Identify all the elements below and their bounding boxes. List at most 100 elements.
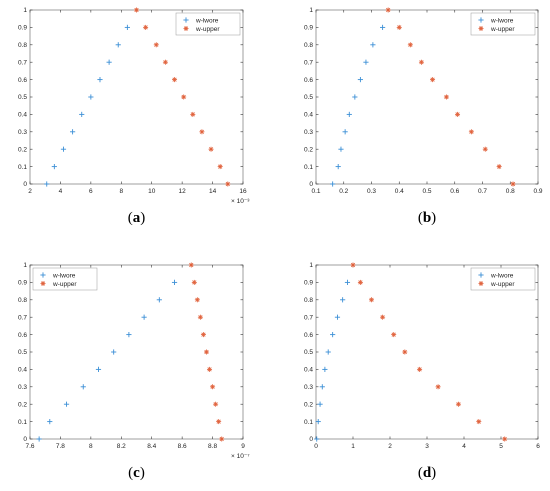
y-tick-label: 0.2: [304, 401, 313, 408]
data-point-upper: [219, 436, 225, 442]
legend-marker-lower: [478, 272, 484, 278]
figure-caption: (c): [128, 465, 145, 481]
data-point-lower: [80, 384, 86, 390]
x-tick-label: 10: [148, 188, 156, 195]
y-tick-label: 1: [309, 262, 313, 269]
x-tick-label: 12: [179, 188, 187, 195]
data-point-lower: [88, 94, 94, 100]
x-tick-label: 2: [28, 188, 32, 195]
data-point-lower: [106, 59, 112, 65]
data-point-lower: [95, 366, 102, 372]
data-point-lower: [352, 94, 358, 100]
legend: w-lwore w-upper: [470, 12, 536, 36]
y-tick-label: 1: [23, 7, 27, 14]
data-point-lower: [44, 181, 50, 187]
legend-marker-lower: [40, 272, 46, 278]
plot-frame: [315, 264, 539, 440]
data-point-lower: [97, 77, 103, 83]
legend-box: [32, 267, 98, 291]
data-point-lower: [330, 181, 336, 187]
x-tick-label: 0.2: [339, 188, 348, 195]
y-tick-label: 0.9: [304, 280, 313, 287]
data-point-upper: [153, 42, 159, 48]
plot-frame: [29, 264, 244, 440]
scatter-plot-a: 00.10.20.30.40.50.60.70.80.912 4 6 8 10 12 14 1…: [18, 7, 250, 205]
data-point-lower: [141, 314, 147, 320]
y-tick-label: 0.6: [304, 332, 313, 339]
figure-caption: (d): [418, 465, 436, 481]
data-point-upper: [496, 164, 502, 170]
legend-marker-upper: [478, 26, 484, 31]
data-point-lower: [36, 436, 42, 442]
data-point-lower: [342, 129, 348, 135]
data-point-upper: [391, 332, 397, 338]
y-tick-label: 0.1: [18, 164, 27, 171]
data-point-upper: [476, 419, 482, 425]
data-point-upper: [455, 111, 461, 117]
data-point-upper: [510, 181, 516, 187]
data-point-lower: [317, 401, 323, 407]
data-point-lower: [357, 77, 363, 83]
y-tick-label: 0.6: [18, 77, 27, 84]
x-tick-label: 8: [89, 443, 93, 450]
x-tick-label: 4: [59, 188, 63, 195]
data-point-upper: [203, 349, 209, 355]
x-tick-label: 8.2: [117, 443, 126, 450]
x-tick-label: 6: [89, 188, 93, 195]
legend: w-lwore w-upper: [470, 267, 536, 291]
data-point-upper: [369, 297, 374, 303]
data-point-lower: [51, 164, 57, 170]
y-tick-label: 0.5: [18, 349, 27, 356]
legend-label: w-upper: [490, 281, 515, 288]
y-tick-label: 0.8: [18, 42, 27, 49]
data-point-upper: [190, 111, 196, 117]
data-point-lower: [124, 24, 130, 30]
x-tick-label: 0: [314, 443, 318, 450]
data-point-lower: [363, 59, 369, 65]
data-point-upper: [430, 77, 436, 83]
y-tick-label: 0.9: [18, 280, 27, 287]
x-tick-label: 3: [425, 443, 429, 450]
data-point-upper: [191, 279, 197, 285]
data-point-lower: [315, 419, 321, 425]
figure-caption: (b): [418, 210, 436, 226]
legend: w-lwore w-upper: [32, 267, 98, 291]
y-tick-label: 0.1: [18, 419, 27, 426]
y-tick-label: 0.6: [18, 332, 27, 339]
x-exponent-label: × 10⁻³: [231, 198, 250, 205]
y-tick-label: 1: [309, 7, 313, 14]
x-tick-label: 1: [351, 443, 355, 450]
data-point-lower: [344, 279, 351, 285]
x-tick-label: 8.4: [147, 443, 156, 450]
data-point-upper: [418, 59, 424, 65]
y-tick-label: 0.5: [304, 349, 313, 356]
data-point-upper: [181, 94, 187, 100]
y-tick-label: 0.8: [18, 297, 27, 304]
data-point-upper: [217, 164, 223, 170]
y-tick-label: 0.4: [304, 367, 313, 374]
data-point-upper: [502, 436, 508, 442]
x-tick-label: 0.7: [478, 188, 487, 195]
plot-frame: [29, 9, 244, 185]
y-tick-label: 0.9: [18, 25, 27, 32]
data-point-lower: [340, 297, 346, 303]
x-tick-label: 8.6: [178, 443, 187, 450]
data-point-upper: [207, 366, 213, 372]
data-point-upper: [225, 181, 231, 187]
data-point-upper: [143, 24, 149, 30]
data-point-lower: [63, 401, 70, 407]
x-tick-label: 8.8: [208, 443, 217, 450]
figure-caption: (a): [128, 210, 146, 226]
y-tick-label: 0.7: [304, 314, 313, 321]
x-tick-label: 6: [536, 443, 540, 450]
data-point-lower: [319, 384, 325, 390]
y-tick-label: 0.8: [304, 42, 313, 49]
data-point-upper: [199, 129, 205, 135]
scatter-plot-b: 00.10.20.30.40.50.60.70.80.910.1 0.2 0.3 0.…: [304, 7, 543, 195]
legend-label: w-lwore: [490, 17, 514, 24]
y-tick-label: 1: [23, 262, 27, 269]
data-point-lower: [330, 332, 336, 338]
data-point-lower: [60, 146, 67, 152]
x-tick-label: 0.3: [367, 188, 376, 195]
